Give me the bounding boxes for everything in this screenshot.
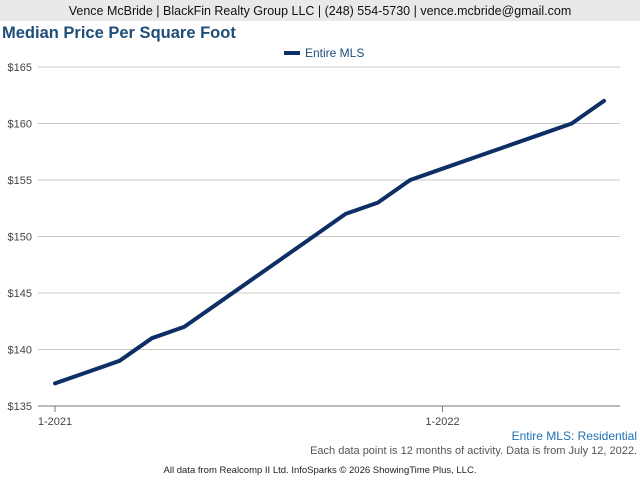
x-tick-label: 1-2021 bbox=[38, 416, 72, 428]
y-tick-label: $140 bbox=[8, 345, 32, 357]
y-tick-label: $160 bbox=[8, 119, 32, 131]
source-credit: All data from Realcomp II Ltd. InfoSpark… bbox=[163, 465, 477, 476]
series-lines bbox=[53, 98, 606, 386]
y-tick-label: $135 bbox=[8, 401, 32, 413]
gridlines bbox=[38, 66, 620, 350]
y-tick-label: $165 bbox=[8, 62, 32, 74]
series-caption: Entire MLS: Residential bbox=[511, 429, 637, 443]
chart-title: Median Price Per Square Foot bbox=[2, 24, 236, 42]
series-line-entire-mls bbox=[53, 98, 606, 386]
y-tick-label: $145 bbox=[8, 288, 32, 300]
legend-label: Entire MLS bbox=[305, 46, 365, 60]
x-tick-label: 1-2022 bbox=[425, 416, 459, 428]
legend[interactable]: Entire MLS bbox=[284, 46, 364, 60]
y-tick-label: $150 bbox=[8, 232, 32, 244]
x-axis-ticks: 1-2021 1-2022 bbox=[38, 406, 460, 428]
contact-header: Vence McBride | BlackFin Realty Group LL… bbox=[0, 0, 640, 21]
legend-swatch bbox=[284, 51, 300, 55]
data-note: Each data point is 12 months of activity… bbox=[310, 445, 637, 457]
y-axis-ticks: $135 $140 $145 $150 $155 $160 $165 bbox=[8, 62, 32, 413]
y-tick-label: $155 bbox=[8, 175, 32, 187]
